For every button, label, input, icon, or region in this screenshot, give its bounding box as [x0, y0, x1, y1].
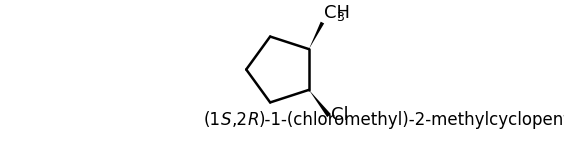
- Text: R: R: [248, 111, 259, 129]
- Polygon shape: [309, 22, 324, 49]
- Polygon shape: [309, 90, 331, 117]
- Text: CH: CH: [324, 4, 350, 22]
- Text: S: S: [221, 111, 231, 129]
- Text: Cl: Cl: [331, 106, 349, 124]
- Text: )-1-(chloromethyl)-2-methylcyclopentane: )-1-(chloromethyl)-2-methylcyclopentane: [259, 111, 564, 129]
- Text: (1: (1: [204, 111, 221, 129]
- Text: ,2: ,2: [231, 111, 248, 129]
- Text: 3: 3: [336, 11, 343, 24]
